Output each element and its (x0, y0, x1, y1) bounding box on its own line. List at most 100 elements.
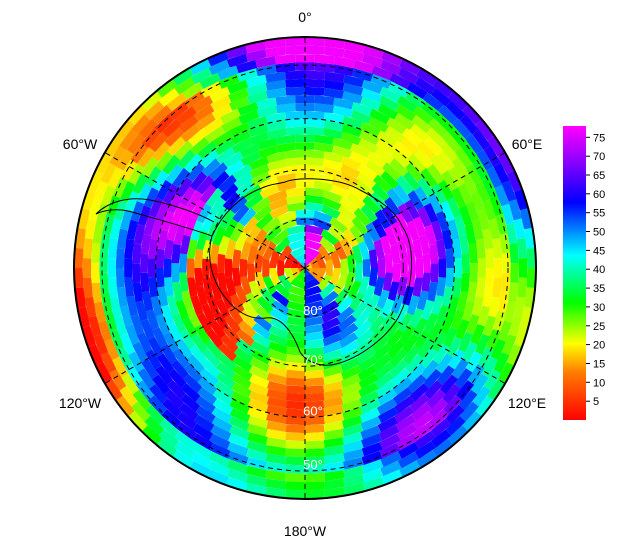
colorbar: 5 10 15 20 25 30 35 40 45 50 55 60 65 70 75 (563, 126, 605, 420)
heatmap-cell (155, 179, 172, 201)
heatmap-cell (121, 373, 140, 395)
heatmap-cell (154, 114, 174, 134)
heatmap-cell (506, 170, 523, 192)
heatmap-cell (374, 371, 395, 389)
heatmap-cell (317, 244, 333, 262)
heatmap-cell (141, 425, 162, 445)
heatmap-cell (100, 184, 116, 207)
heatmap-cell (220, 183, 239, 202)
heatmap-cell (208, 162, 228, 181)
heatmap-cell (226, 44, 248, 59)
heatmap-cell (285, 339, 305, 349)
heatmap-cell (305, 126, 325, 136)
heatmap-cell (339, 323, 359, 340)
heatmap-cell (492, 238, 503, 259)
heatmap-cell (180, 123, 201, 143)
heatmap-cell (380, 59, 402, 76)
heatmap-cell (286, 194, 305, 205)
heatmap-cell (475, 238, 486, 259)
meridian-line (104, 267, 306, 384)
heatmap-cell (488, 296, 501, 318)
heatmap-cell (238, 207, 257, 227)
heatmap-cell (226, 468, 248, 483)
heatmap-cell (285, 369, 305, 379)
heatmap-cell (166, 295, 179, 316)
heatmap-cell (464, 224, 477, 245)
heatmap-cell (498, 320, 512, 342)
heatmap-cell (211, 407, 233, 424)
heatmap-cell (355, 180, 375, 198)
heatmap-cell (365, 222, 381, 242)
heatmap-cell (184, 90, 205, 109)
heatmap-cell (456, 291, 469, 312)
heatmap-cell (155, 150, 173, 171)
heatmap-cell (362, 459, 384, 474)
heatmap-cell (275, 62, 296, 73)
heatmap-cell (455, 319, 470, 340)
heatmap-cell (362, 477, 384, 492)
heatmap-cell (475, 277, 486, 298)
heatmap-cell (305, 400, 325, 410)
heatmap-cell (305, 385, 325, 395)
heatmap-cell (193, 104, 215, 122)
heatmap-cell (192, 423, 214, 441)
heatmap-cell (353, 320, 373, 339)
heatmap-cell (381, 310, 398, 331)
heatmap-cell (161, 118, 182, 138)
heatmap-cell (266, 381, 287, 393)
heatmap-cell (240, 151, 261, 167)
heatmap-cell (324, 470, 345, 482)
heatmap-cell (492, 277, 503, 298)
heatmap-cell (305, 253, 316, 263)
heatmap-cell (322, 197, 342, 211)
heatmap-cell (183, 153, 203, 173)
heatmap-cell (285, 157, 305, 167)
heatmap-cell (211, 416, 233, 433)
heatmap-cell (231, 373, 252, 390)
heatmap-cell (432, 438, 454, 458)
heatmap-cell (357, 365, 378, 382)
heatmap-cell (430, 418, 451, 438)
heatmap-cell (210, 281, 223, 302)
heatmap-cell (144, 349, 162, 370)
colorbar-tick-label: 40 (593, 264, 605, 276)
heatmap-cell (161, 398, 182, 418)
heatmap-cell (414, 186, 431, 207)
heatmap-cell (397, 312, 414, 333)
heatmap-cell (371, 218, 388, 239)
heatmap-cell (226, 53, 248, 68)
heatmap-cell (362, 231, 376, 251)
heatmap-cell (285, 448, 305, 458)
heatmap-cell (172, 167, 190, 188)
heatmap-cell (323, 428, 345, 440)
heatmap-cell (424, 136, 444, 156)
heatmap-cell (449, 127, 469, 149)
heatmap-cell (451, 277, 462, 298)
heatmap-cell (151, 374, 171, 395)
heatmap-cell (216, 253, 226, 273)
heatmap-cell (426, 127, 446, 147)
heatmap-cell (374, 147, 395, 165)
heatmap-cell (445, 268, 455, 288)
heatmap-cell (171, 281, 183, 302)
heatmap-cell (343, 482, 365, 496)
heatmap-cell (251, 323, 271, 340)
graticule (101, 37, 509, 499)
heatmap-cell (517, 277, 528, 298)
heatmap-cell (442, 327, 459, 348)
heatmap-cell (172, 67, 194, 86)
heatmap-cell (407, 374, 427, 394)
heatmap-cell (248, 390, 269, 405)
heatmap-cell (497, 362, 515, 384)
heatmap-cell (224, 258, 233, 278)
heatmap-cell (305, 481, 325, 491)
heatmap-cell (362, 44, 384, 59)
heatmap-cell (283, 268, 295, 284)
heatmap-cell (285, 126, 305, 136)
heatmap-cell (266, 420, 287, 432)
colorbar-tick-label: 25 (593, 321, 605, 333)
heatmap-cell (390, 244, 401, 264)
heatmap-cell (389, 359, 409, 378)
heatmap-cell (196, 175, 215, 195)
heatmap-cell (405, 354, 424, 374)
